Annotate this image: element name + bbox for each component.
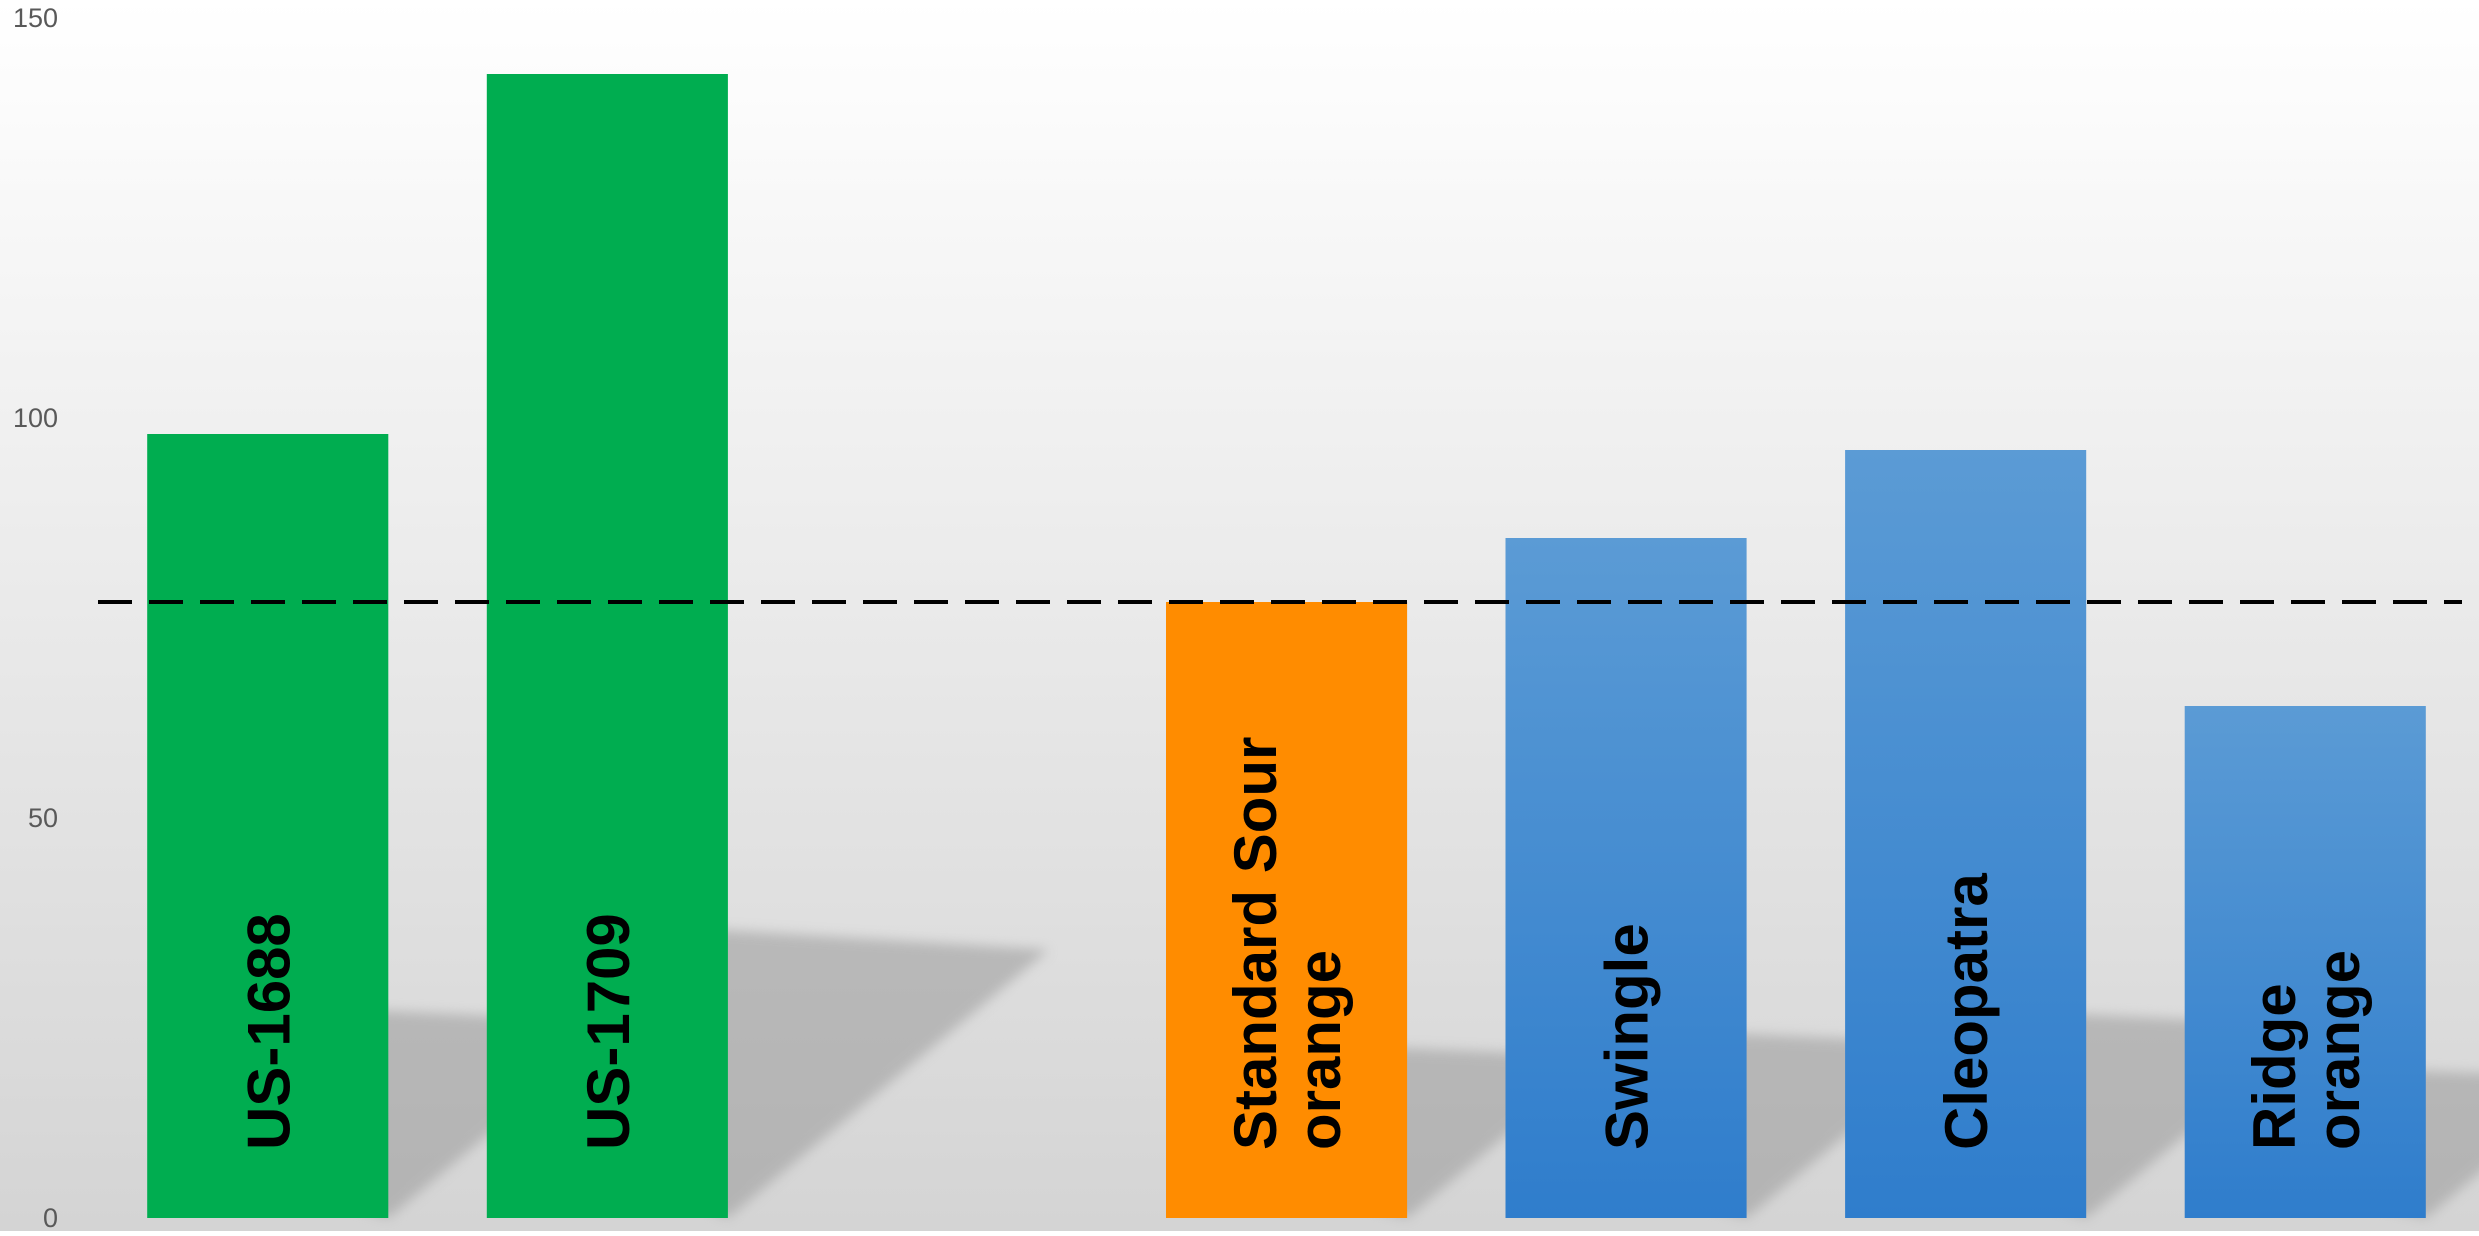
bar [1505, 538, 1747, 1218]
bars [147, 74, 2426, 1218]
y-tick-label: 100 [13, 403, 58, 433]
category-label: US-1688 [235, 913, 302, 1150]
y-tick-label: 150 [13, 3, 58, 33]
bar [2184, 706, 2426, 1218]
y-axis-ticks: 0 50 100 150 [13, 3, 58, 1233]
category-label: Standard Sour [1222, 737, 1289, 1150]
category-label: Ridge [2241, 983, 2308, 1150]
category-label: US-1709 [575, 913, 642, 1150]
category-label: Swingle [1594, 923, 1661, 1150]
bar [1166, 602, 1408, 1218]
y-tick-label: 50 [28, 803, 58, 833]
category-label: orange [1286, 950, 1353, 1150]
bar [1845, 450, 2087, 1218]
category-label: orange [2305, 950, 2372, 1150]
y-tick-label: 0 [43, 1203, 58, 1231]
category-label: Cleopatra [1933, 873, 2000, 1150]
bar [147, 434, 389, 1218]
bar [486, 74, 728, 1218]
